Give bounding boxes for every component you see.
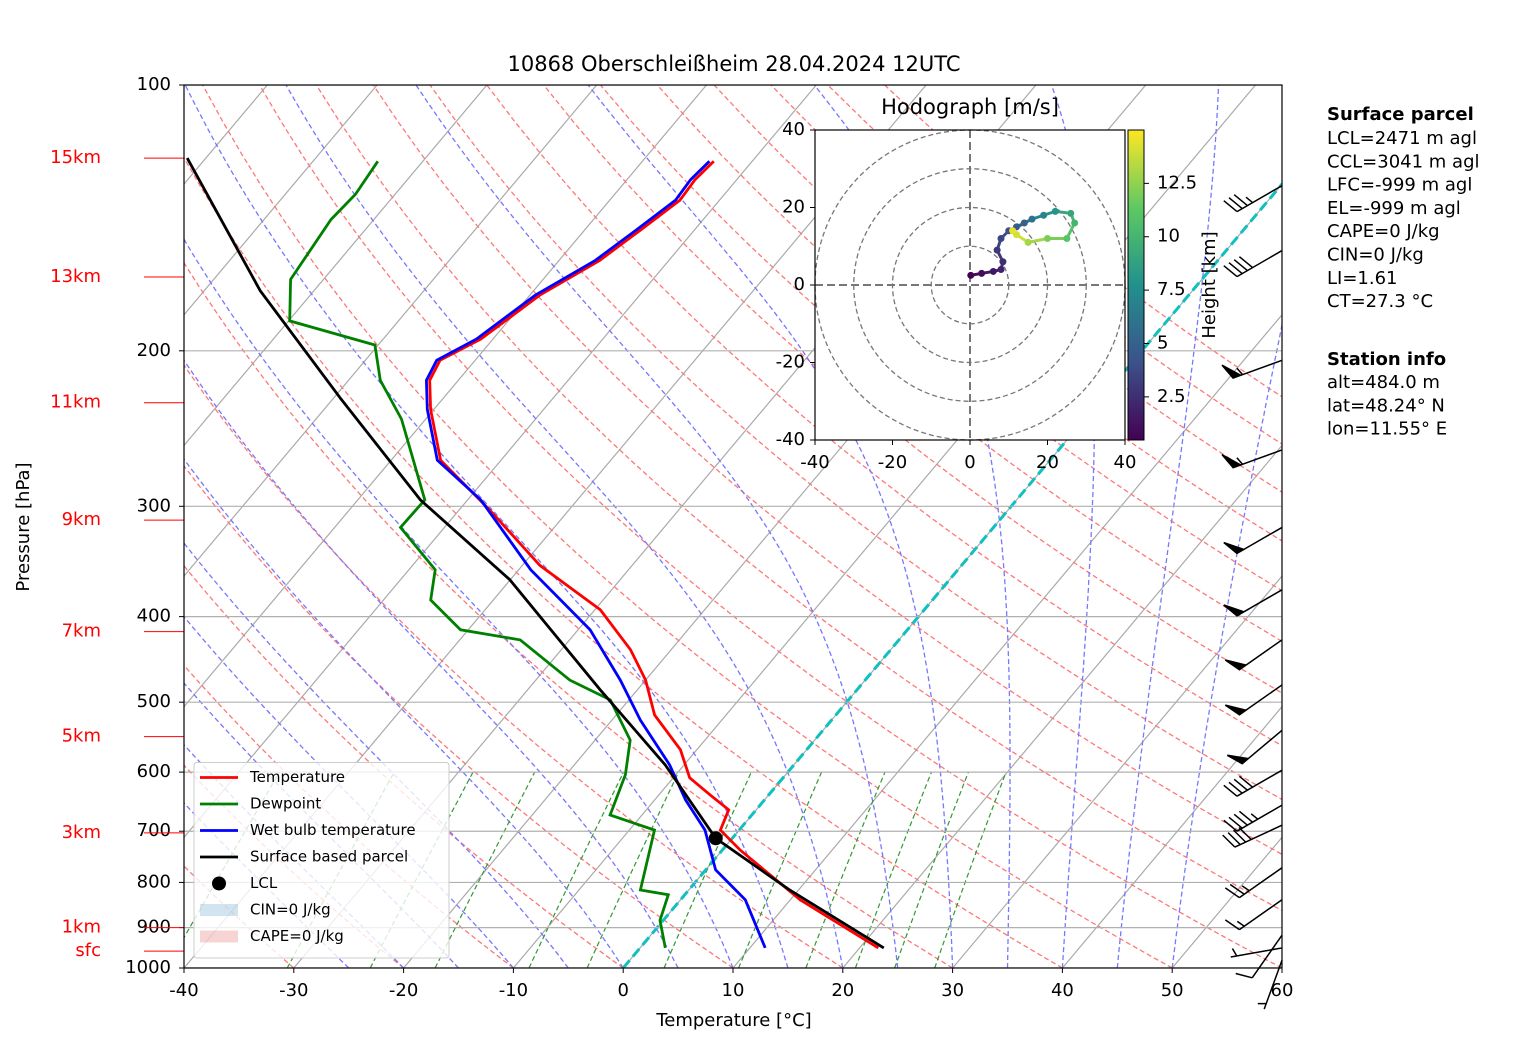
x-tick-label: 40 bbox=[1051, 980, 1074, 1001]
lcl-marker bbox=[709, 831, 723, 845]
x-tick-label: -20 bbox=[389, 980, 418, 1001]
x-tick-label: -10 bbox=[499, 980, 528, 1001]
colorbar-tick-label: 12.5 bbox=[1157, 172, 1197, 193]
hodograph-point bbox=[994, 247, 1001, 254]
x-tick-label: -30 bbox=[279, 980, 308, 1001]
legend: Temperature Dewpoint Wet bulb temperature S… bbox=[194, 763, 449, 959]
parcel-line: CCL=3041 m agl bbox=[1327, 151, 1480, 172]
hodograph-point bbox=[978, 270, 985, 277]
colorbar-label: Height [km] bbox=[1199, 231, 1220, 338]
hodograph-point bbox=[967, 272, 974, 279]
parcel-line: CAPE=0 J/kg bbox=[1327, 221, 1440, 242]
legend-label: LCL bbox=[250, 874, 278, 892]
parcel-line: CIN=0 J/kg bbox=[1327, 245, 1424, 266]
x-tick-label: 20 bbox=[831, 980, 854, 1001]
x-tick-label: -40 bbox=[169, 980, 198, 1001]
hodograph-point bbox=[999, 258, 1006, 265]
hodograph-point bbox=[1025, 239, 1032, 246]
y-tick-label: 300 bbox=[137, 495, 171, 516]
y-tick-label: 600 bbox=[137, 761, 171, 782]
parcel-line: LFC=-999 m agl bbox=[1327, 175, 1472, 196]
colorbar-tick-label: 10 bbox=[1157, 226, 1180, 247]
station-line: alt=484.0 m bbox=[1327, 372, 1440, 393]
station-line: lon=11.55° E bbox=[1327, 419, 1447, 440]
hodograph-point bbox=[1067, 210, 1074, 217]
legend-label: Surface based parcel bbox=[250, 848, 408, 866]
chart-title: 10868 Oberschleißheim 28.04.2024 12UTC bbox=[508, 52, 961, 76]
y-tick-label: 400 bbox=[137, 606, 171, 627]
y-axis-label: Pressure [hPa] bbox=[13, 462, 34, 591]
x-tick-label: 40 bbox=[1114, 452, 1137, 473]
legend-label: Wet bulb temperature bbox=[250, 821, 416, 839]
x-tick-label: 0 bbox=[617, 980, 628, 1001]
hodograph-title: Hodograph [m/s] bbox=[881, 95, 1059, 119]
legend-swatch bbox=[200, 904, 238, 916]
hodograph-point bbox=[990, 268, 997, 275]
height-tick-label: 11km bbox=[50, 392, 101, 413]
hodograph-point bbox=[998, 266, 1005, 273]
hodograph-point bbox=[1071, 220, 1078, 227]
x-tick-label: -20 bbox=[878, 452, 907, 473]
height-tick-label: 13km bbox=[50, 266, 101, 287]
height-tick-label: 1km bbox=[62, 917, 101, 938]
hodograph-point bbox=[998, 235, 1005, 242]
x-tick-label: 30 bbox=[941, 980, 964, 1001]
y-tick-label: 200 bbox=[137, 340, 171, 361]
y-tick-label: 20 bbox=[782, 197, 805, 218]
legend-swatch bbox=[200, 931, 238, 943]
legend-label: Dewpoint bbox=[250, 795, 321, 813]
colorbar-tick-label: 7.5 bbox=[1157, 279, 1186, 300]
y-tick-label: 0 bbox=[794, 274, 805, 295]
y-tick-label: -40 bbox=[776, 429, 805, 450]
x-tick-label: 10 bbox=[722, 980, 745, 1001]
hodograph-point bbox=[1063, 235, 1070, 242]
height-tick-label: 7km bbox=[62, 621, 101, 642]
height-tick-label: 15km bbox=[50, 147, 101, 168]
colorbar-tick-label: 2.5 bbox=[1157, 386, 1186, 407]
y-tick-label: 500 bbox=[137, 691, 171, 712]
height-tick-label: sfc bbox=[75, 940, 101, 961]
x-tick-label: -40 bbox=[800, 452, 829, 473]
hodograph-point bbox=[1029, 216, 1036, 223]
panel-title: Surface parcel bbox=[1327, 104, 1474, 125]
height-tick-label: 5km bbox=[62, 726, 101, 747]
parcel-line: EL=-999 m agl bbox=[1327, 198, 1461, 219]
colorbar bbox=[1128, 130, 1144, 440]
x-tick-label: 0 bbox=[964, 452, 975, 473]
height-tick-label: 3km bbox=[62, 822, 101, 843]
y-tick-label: -20 bbox=[776, 352, 805, 373]
hodograph-point bbox=[1021, 220, 1028, 227]
panel-title: Station info bbox=[1327, 349, 1446, 370]
x-tick-label: 50 bbox=[1161, 980, 1184, 1001]
hodograph-point bbox=[1044, 235, 1051, 242]
legend-label: Temperature bbox=[249, 768, 345, 786]
y-tick-label: 100 bbox=[137, 74, 171, 95]
height-tick-label: 9km bbox=[62, 509, 101, 530]
hodograph-point bbox=[1052, 208, 1059, 215]
y-tick-label: 40 bbox=[782, 119, 805, 140]
x-tick-label: 20 bbox=[1036, 452, 1059, 473]
hodograph-background bbox=[815, 130, 1125, 440]
station-line: lat=48.24° N bbox=[1327, 395, 1445, 416]
legend-swatch bbox=[212, 877, 226, 891]
legend-label: CIN=0 J/kg bbox=[250, 901, 331, 919]
parcel-line: LI=1.61 bbox=[1327, 268, 1398, 289]
colorbar-tick-label: 5 bbox=[1157, 332, 1168, 353]
hodograph-point bbox=[1009, 227, 1016, 234]
x-axis-label: Temperature [°C] bbox=[655, 1010, 811, 1031]
hodograph-point bbox=[1040, 212, 1047, 219]
y-tick-label: 800 bbox=[137, 871, 171, 892]
y-tick-label: 700 bbox=[137, 820, 171, 841]
parcel-line: LCL=2471 m agl bbox=[1327, 128, 1477, 149]
y-tick-label: 1000 bbox=[125, 957, 171, 978]
parcel-line: CT=27.3 °C bbox=[1327, 291, 1433, 312]
legend-label: CAPE=0 J/kg bbox=[250, 927, 344, 945]
